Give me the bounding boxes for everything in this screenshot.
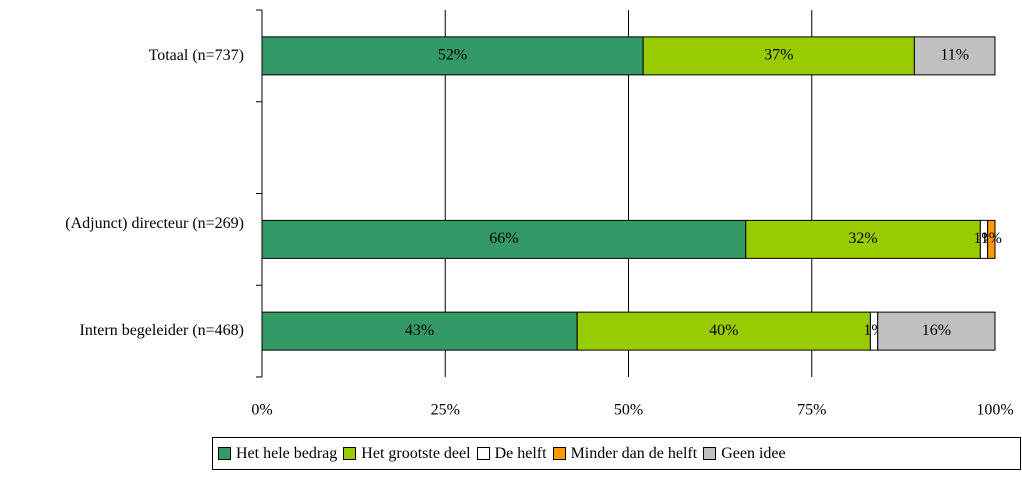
- x-tick-label: 25%: [431, 402, 460, 419]
- data-label: 32%: [848, 230, 877, 247]
- legend-swatch: [552, 447, 566, 460]
- data-label: 43%: [405, 322, 434, 339]
- y-tick-text: (Adjunct) directeur (n=269): [65, 215, 244, 233]
- legend-swatch: [218, 447, 231, 460]
- bar-segment: [261, 219, 747, 259]
- legend-item: Het hele bedrag: [218, 445, 337, 463]
- y-tick-label: (Adjunct) directeur (n=269): [0, 209, 244, 239]
- legend-swatch: [476, 447, 490, 460]
- y-tick-label: Intern begeleider (n=468): [0, 316, 244, 346]
- data-label: 52%: [438, 47, 467, 64]
- bar-segment: [745, 219, 981, 259]
- legend-item: Geen idee: [703, 444, 786, 463]
- legend-label: Het grootste deel: [361, 444, 471, 462]
- bar-segment: [642, 36, 915, 76]
- y-tick-text: Intern begeleider (n=468): [79, 322, 244, 340]
- x-tick-label: 100%: [976, 402, 1013, 419]
- bar-segment: [261, 311, 578, 351]
- bar-segment: [576, 311, 871, 351]
- legend-swatch: [343, 447, 357, 460]
- bar-segment: [913, 36, 996, 76]
- data-label: 11%: [940, 47, 969, 64]
- data-label: 16%: [922, 322, 951, 339]
- legend: Het hele bedrag Het grootste deel De helft…: [212, 437, 1021, 470]
- legend-swatch: [703, 447, 717, 460]
- data-label: 1%: [981, 230, 1002, 247]
- legend-item: De helft: [476, 444, 547, 463]
- legend-label: De helft: [494, 444, 547, 462]
- data-label: 40%: [709, 322, 738, 339]
- data-label: 66%: [489, 230, 518, 247]
- legend-label: Minder dan de helft: [570, 444, 698, 462]
- x-tick-label: 0%: [251, 402, 272, 419]
- legend-label: Het hele bedrag: [236, 444, 338, 462]
- y-tick-text: Totaal (n=737): [148, 46, 244, 64]
- legend-item: Minder dan de helft: [552, 444, 698, 463]
- x-tick-label: 75%: [797, 402, 826, 419]
- y-tick-label: Totaal (n=737): [0, 41, 244, 71]
- legend-label: Geen idee: [721, 444, 786, 462]
- data-label: 37%: [764, 47, 793, 64]
- bar-segment: [987, 219, 996, 259]
- x-tick-label: 50%: [614, 402, 643, 419]
- bar-segment: [877, 311, 996, 351]
- legend-item: Het grootste deel: [343, 444, 471, 463]
